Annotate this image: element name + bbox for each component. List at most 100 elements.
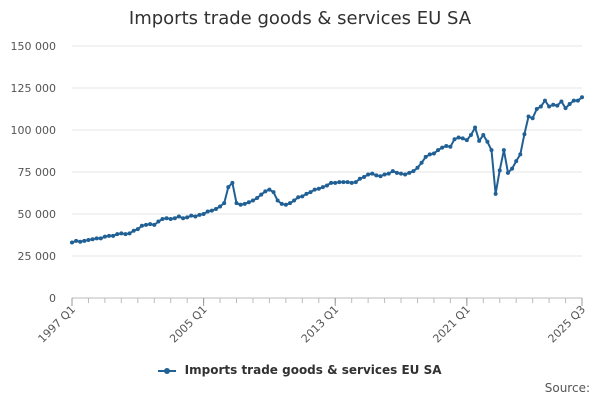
data-point[interactable]: [205, 209, 210, 214]
data-point[interactable]: [345, 180, 350, 185]
data-point[interactable]: [263, 189, 268, 194]
data-point[interactable]: [230, 180, 235, 185]
data-point[interactable]: [94, 236, 99, 241]
data-point[interactable]: [226, 185, 231, 190]
data-point[interactable]: [468, 133, 473, 138]
data-point[interactable]: [415, 165, 420, 170]
data-point[interactable]: [440, 145, 445, 150]
data-point[interactable]: [201, 212, 206, 216]
data-point[interactable]: [267, 187, 272, 192]
data-point[interactable]: [300, 194, 305, 199]
data-point[interactable]: [386, 171, 391, 176]
data-point[interactable]: [563, 106, 568, 111]
data-point[interactable]: [255, 196, 260, 201]
data-point[interactable]: [90, 237, 95, 242]
data-point[interactable]: [329, 180, 334, 185]
data-point[interactable]: [333, 180, 338, 185]
data-point[interactable]: [411, 169, 416, 174]
data-point[interactable]: [209, 208, 214, 213]
data-point[interactable]: [164, 216, 169, 221]
data-point[interactable]: [353, 180, 358, 185]
data-point[interactable]: [489, 148, 494, 153]
data-point[interactable]: [542, 98, 547, 103]
data-point[interactable]: [399, 171, 404, 176]
data-point[interactable]: [78, 239, 83, 244]
data-point[interactable]: [296, 195, 301, 200]
data-point[interactable]: [287, 201, 292, 206]
data-point[interactable]: [530, 116, 535, 121]
data-point[interactable]: [522, 132, 527, 137]
data-point[interactable]: [312, 187, 317, 192]
data-point[interactable]: [547, 104, 552, 109]
data-point[interactable]: [497, 168, 502, 173]
data-point[interactable]: [427, 152, 432, 157]
data-point[interactable]: [123, 232, 128, 237]
data-point[interactable]: [222, 201, 227, 206]
data-point[interactable]: [526, 114, 531, 119]
data-point[interactable]: [382, 172, 387, 177]
data-point[interactable]: [234, 201, 239, 206]
data-point[interactable]: [460, 136, 465, 141]
data-point[interactable]: [308, 190, 313, 195]
data-point[interactable]: [390, 169, 395, 174]
data-point[interactable]: [534, 107, 539, 111]
data-point[interactable]: [567, 101, 572, 106]
data-point[interactable]: [279, 201, 284, 206]
data-point[interactable]: [559, 99, 564, 104]
data-point[interactable]: [218, 204, 223, 209]
data-point[interactable]: [349, 180, 354, 185]
data-point[interactable]: [419, 160, 424, 165]
data-point[interactable]: [304, 191, 309, 196]
data-point[interactable]: [213, 206, 218, 211]
data-point[interactable]: [98, 236, 103, 241]
data-point[interactable]: [464, 138, 469, 143]
data-point[interactable]: [185, 215, 190, 220]
data-point[interactable]: [119, 231, 124, 236]
data-point[interactable]: [575, 98, 580, 103]
data-point[interactable]: [477, 138, 482, 143]
data-point[interactable]: [107, 233, 112, 238]
data-point[interactable]: [292, 198, 297, 203]
data-point[interactable]: [250, 198, 255, 203]
data-point[interactable]: [337, 180, 342, 185]
data-point[interactable]: [275, 198, 280, 203]
data-point[interactable]: [538, 104, 543, 109]
legend[interactable]: Imports trade goods & services EU SA: [0, 363, 600, 377]
data-point[interactable]: [514, 159, 519, 164]
data-point[interactable]: [518, 152, 523, 157]
data-point[interactable]: [394, 170, 399, 175]
data-point[interactable]: [378, 174, 383, 179]
data-point[interactable]: [127, 231, 132, 236]
data-point[interactable]: [160, 217, 165, 222]
data-point[interactable]: [448, 144, 453, 149]
data-point[interactable]: [510, 166, 515, 171]
data-point[interactable]: [362, 175, 367, 180]
data-point[interactable]: [156, 219, 161, 224]
data-point[interactable]: [423, 154, 428, 159]
data-point[interactable]: [144, 222, 149, 227]
data-point[interactable]: [571, 98, 576, 103]
data-point[interactable]: [357, 176, 362, 181]
data-point[interactable]: [111, 233, 116, 238]
data-point[interactable]: [485, 139, 490, 144]
data-point[interactable]: [481, 133, 486, 138]
data-point[interactable]: [115, 232, 120, 237]
data-point[interactable]: [172, 216, 177, 221]
data-point[interactable]: [316, 186, 321, 191]
data-point[interactable]: [325, 183, 329, 188]
data-point[interactable]: [193, 214, 198, 219]
data-point[interactable]: [366, 172, 371, 177]
data-point[interactable]: [82, 238, 87, 243]
data-point[interactable]: [271, 190, 276, 195]
data-point[interactable]: [131, 228, 136, 233]
data-point[interactable]: [197, 212, 202, 217]
data-point[interactable]: [493, 191, 498, 196]
data-point[interactable]: [139, 223, 144, 228]
data-point[interactable]: [238, 202, 243, 207]
data-point[interactable]: [189, 213, 194, 218]
data-point[interactable]: [431, 151, 436, 156]
data-point[interactable]: [555, 103, 560, 108]
data-point[interactable]: [259, 192, 264, 197]
data-point[interactable]: [283, 202, 288, 207]
data-point[interactable]: [102, 234, 107, 239]
